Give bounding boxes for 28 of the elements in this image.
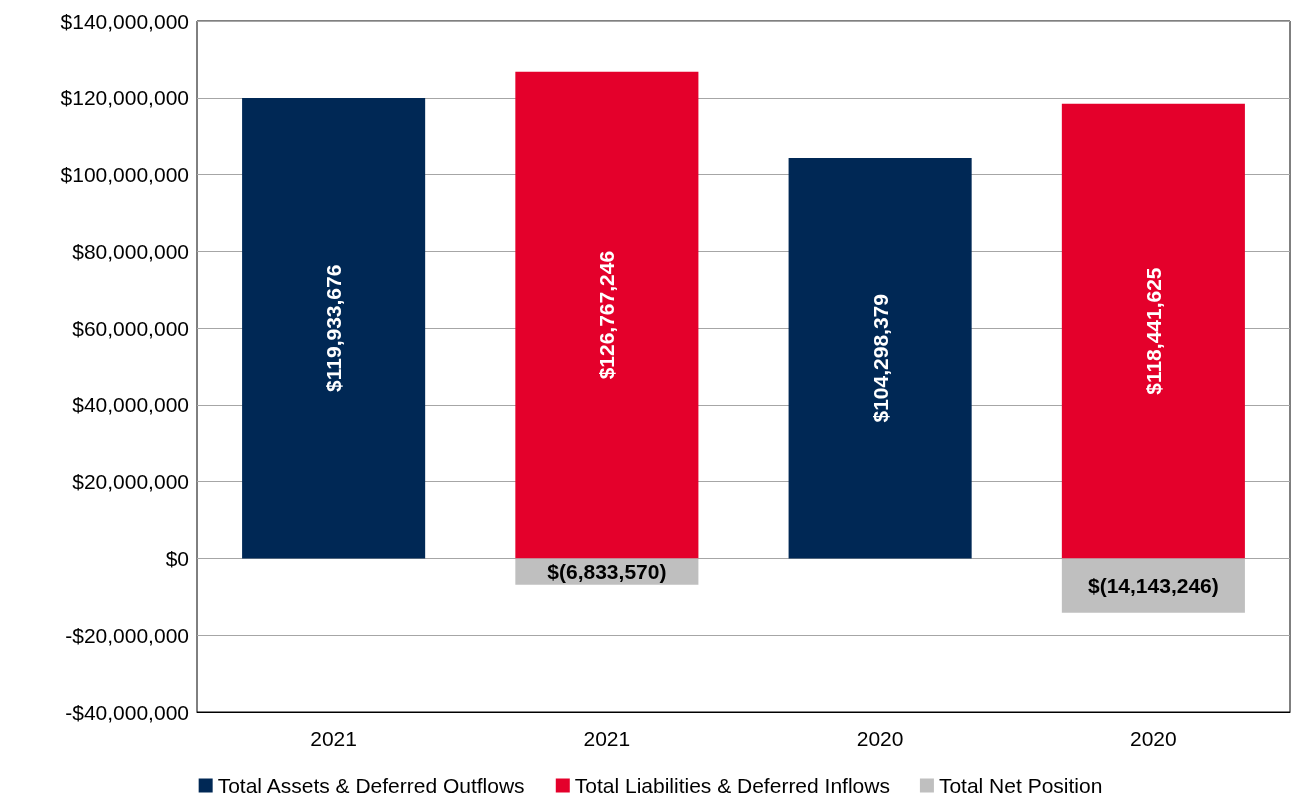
bar	[242, 98, 426, 559]
y-tick-label: -$20,000,000	[65, 623, 189, 647]
legend-label: Total Net Position	[938, 774, 1103, 797]
legend-label: Total Assets & Deferred Outflows	[217, 774, 525, 797]
x-tick-label: 2021	[310, 727, 357, 750]
y-tick-label: $20,000,000	[72, 470, 189, 494]
legend-label: Total Liabilities & Deferred Inflows	[574, 774, 890, 797]
y-tick-label: $60,000,000	[72, 316, 189, 340]
y-tick-label: -$40,000,000	[65, 700, 189, 724]
data-label: $119,933,676	[322, 264, 346, 392]
bar	[1061, 103, 1245, 559]
x-tick-label: 2020	[1130, 727, 1177, 750]
x-tick-label: 2020	[856, 727, 904, 750]
y-tick-label: $40,000,000	[72, 393, 189, 417]
y-tick-label: $120,000,000	[60, 86, 189, 110]
data-label: $126,767,246	[595, 250, 619, 380]
y-tick-label: $80,000,000	[72, 239, 189, 263]
data-label: $118,441,625	[1141, 267, 1165, 395]
bar	[1061, 558, 1245, 613]
data-label: $(6,833,570)	[547, 560, 667, 584]
x-tick-label: 2021	[583, 727, 631, 750]
y-tick-label: $100,000,000	[60, 163, 189, 187]
y-tick-label: $140,000,000	[60, 9, 189, 33]
data-label: $(14,143,246)	[1087, 574, 1219, 598]
bar	[788, 158, 972, 559]
data-label: $104,298,379	[868, 294, 892, 423]
y-tick-label: $0	[165, 546, 189, 570]
bar	[515, 71, 699, 559]
